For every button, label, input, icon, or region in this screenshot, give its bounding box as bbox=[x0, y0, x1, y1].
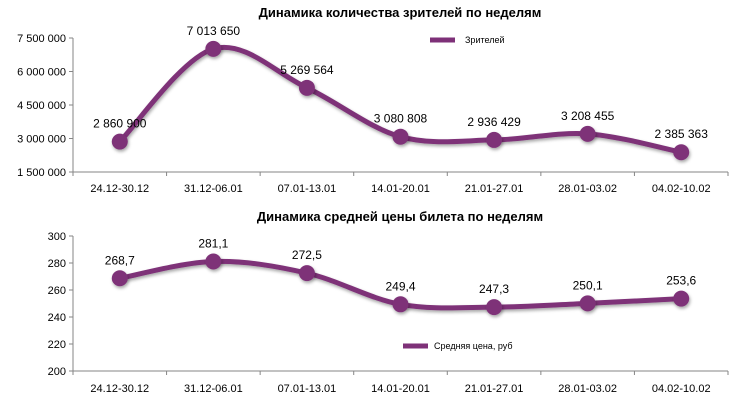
data-point bbox=[205, 40, 222, 57]
x-tick-label: 07.01-13.01 bbox=[278, 383, 337, 395]
x-tick-label: 28.01-03.02 bbox=[558, 383, 617, 395]
x-tick-label: 21.01-27.01 bbox=[465, 383, 524, 395]
x-tick-label: 24.12-30.12 bbox=[90, 183, 149, 195]
data-label: 249,4 bbox=[385, 279, 415, 293]
y-tick-label: 280 bbox=[48, 258, 66, 270]
data-point bbox=[486, 299, 503, 316]
data-point bbox=[673, 290, 690, 307]
data-point bbox=[111, 270, 128, 287]
x-tick-label: 04.02-10.02 bbox=[652, 183, 711, 195]
y-tick-label: 260 bbox=[48, 285, 66, 297]
x-tick-label: 31.12-06.01 bbox=[184, 383, 243, 395]
x-tick-label: 24.12-30.12 bbox=[90, 383, 149, 395]
chart-title-viewers: Динамика количества зрителей по неделям bbox=[259, 5, 542, 20]
data-label: 268,7 bbox=[105, 253, 135, 267]
y-tick-label: 3 000 000 bbox=[17, 134, 66, 146]
chart-viewers: 1 500 000 3 000 000 4 500 000 6 000 000 7 50… bbox=[17, 24, 729, 195]
data-point bbox=[205, 253, 222, 270]
data-label: 250,1 bbox=[573, 278, 603, 292]
data-point bbox=[392, 296, 409, 313]
x-tick-label: 21.01-27.01 bbox=[465, 183, 524, 195]
data-label: 2 936 429 bbox=[467, 115, 521, 129]
data-point bbox=[111, 133, 128, 150]
x-tick-label: 14.01-20.01 bbox=[371, 183, 430, 195]
data-label: 281,1 bbox=[198, 237, 228, 251]
data-label: 2 860 900 bbox=[93, 117, 147, 131]
y-tick-label: 300 bbox=[48, 231, 66, 243]
x-tick-label: 31.12-06.01 bbox=[184, 183, 243, 195]
chart-price: 200 220 240 260 280 300 24.12-30.12 31.12-06.01… bbox=[48, 231, 729, 395]
data-label: 5 269 564 bbox=[280, 63, 334, 77]
data-label: 247,3 bbox=[479, 282, 509, 296]
legend-label: Средняя цена, руб bbox=[434, 341, 512, 351]
y-tick-label: 1 500 000 bbox=[17, 167, 66, 179]
data-point bbox=[486, 131, 503, 148]
y-tick-label: 220 bbox=[48, 339, 66, 351]
data-label: 272,5 bbox=[292, 248, 322, 262]
data-label: 2 385 363 bbox=[655, 127, 709, 141]
y-tick-label: 4 500 000 bbox=[17, 100, 66, 112]
x-tick-label: 14.01-20.01 bbox=[371, 383, 430, 395]
y-tick-label: 200 bbox=[48, 366, 66, 378]
x-tick-label: 28.01-03.02 bbox=[558, 183, 617, 195]
data-point bbox=[298, 79, 315, 96]
data-label: 253,6 bbox=[666, 274, 696, 288]
x-tick-label: 04.02-10.02 bbox=[652, 383, 711, 395]
y-tick-label: 240 bbox=[48, 312, 66, 324]
x-tick-label: 07.01-13.01 bbox=[278, 183, 337, 195]
data-point bbox=[298, 265, 315, 282]
data-label: 7 013 650 bbox=[187, 24, 241, 38]
data-label: 3 208 455 bbox=[561, 109, 615, 123]
data-point bbox=[579, 125, 596, 142]
data-point bbox=[673, 144, 690, 161]
data-point bbox=[392, 128, 409, 145]
y-tick-label: 7 500 000 bbox=[17, 33, 66, 45]
y-tick-label: 6 000 000 bbox=[17, 67, 66, 79]
legend-label: Зрителей bbox=[465, 35, 504, 45]
data-label: 3 080 808 bbox=[374, 112, 428, 126]
data-point bbox=[579, 295, 596, 312]
chart-title-price: Динамика средней цены билета по неделям bbox=[257, 209, 543, 224]
